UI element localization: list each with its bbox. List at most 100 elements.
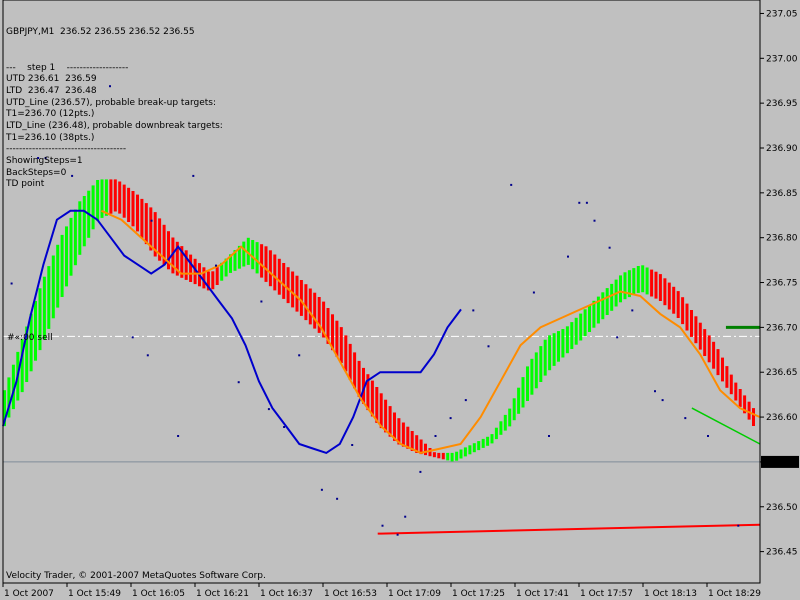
x-tick-label: 1 Oct 16:53 bbox=[324, 589, 377, 599]
candle-bar bbox=[104, 179, 108, 216]
candle-bar bbox=[131, 191, 135, 227]
candle-bar bbox=[122, 184, 126, 218]
candle-bar bbox=[539, 346, 543, 382]
candle-bar bbox=[299, 280, 303, 316]
info-line: LTD 236.47 236.48 bbox=[6, 85, 97, 96]
candle-bar bbox=[206, 271, 210, 291]
y-tick-label: 236.80 bbox=[766, 234, 798, 244]
y-tick-label: 236.70 bbox=[766, 323, 798, 333]
candle-bar bbox=[175, 241, 179, 276]
td-dot bbox=[707, 435, 709, 437]
candle-bar bbox=[729, 374, 733, 395]
candle-bar bbox=[91, 185, 95, 230]
td-dot bbox=[109, 85, 111, 88]
candle-bar bbox=[526, 366, 529, 401]
candle-bar bbox=[224, 258, 228, 277]
candle-bar bbox=[645, 267, 649, 295]
candle-bar bbox=[100, 179, 104, 218]
y-tick-label: 236.85 bbox=[766, 189, 798, 199]
candle-bar bbox=[291, 271, 295, 308]
candle-bar bbox=[570, 322, 574, 349]
candle-bar bbox=[242, 241, 246, 267]
candle-bar bbox=[366, 374, 370, 411]
plot-frame bbox=[2, 0, 761, 584]
candle-bar bbox=[264, 246, 268, 282]
candle-bar bbox=[437, 452, 441, 459]
candle-bar bbox=[468, 445, 472, 455]
candle-bar bbox=[654, 271, 658, 299]
candle-bar bbox=[663, 278, 667, 306]
candle-bar bbox=[233, 250, 237, 271]
candle-bar bbox=[499, 421, 503, 435]
x-tick-label: 1 Oct 18:29 bbox=[708, 589, 761, 599]
candle-bar bbox=[78, 201, 82, 255]
candle-bar bbox=[548, 335, 552, 371]
candle-bar bbox=[388, 406, 392, 437]
candle-bar bbox=[592, 300, 596, 328]
candle-bar bbox=[375, 387, 379, 423]
candle-bar bbox=[743, 395, 747, 414]
candle-bar bbox=[3, 390, 6, 427]
candle-bar bbox=[503, 414, 507, 431]
candle-bar bbox=[162, 224, 166, 265]
candle-bar bbox=[317, 297, 321, 333]
candle-bar bbox=[189, 254, 193, 282]
td-dot bbox=[616, 336, 619, 339]
info-line: UTD_Line (236.57), probable break-up tar… bbox=[6, 97, 217, 108]
candle-bar bbox=[322, 301, 326, 338]
td-dot bbox=[585, 201, 588, 204]
td-dot bbox=[131, 336, 134, 339]
candle-bar bbox=[721, 357, 724, 382]
candle-bar bbox=[428, 448, 432, 457]
td-dot bbox=[298, 354, 301, 357]
candle-bar bbox=[738, 389, 742, 407]
utd-trendline bbox=[691, 407, 761, 445]
candle-bar bbox=[490, 434, 494, 444]
candle-bar bbox=[517, 387, 521, 414]
candle-bar bbox=[127, 187, 131, 222]
candle-bar bbox=[619, 275, 622, 303]
candle-bar bbox=[636, 266, 640, 293]
candle-bar bbox=[424, 443, 427, 456]
candle-bar bbox=[481, 438, 485, 448]
candle-bar bbox=[335, 320, 339, 357]
candle-bar bbox=[707, 335, 711, 363]
candle-bar bbox=[610, 283, 614, 311]
candle-bar bbox=[508, 408, 512, 427]
candle-bar bbox=[486, 436, 490, 446]
candle-bar bbox=[694, 316, 698, 344]
td-dot bbox=[487, 345, 490, 348]
candle-bar bbox=[308, 288, 312, 325]
symbol-header: GBPJPY,M1 236.52 236.55 236.52 236.55 bbox=[6, 27, 195, 38]
candle-bar bbox=[579, 313, 583, 341]
info-line: T1=236.70 (12pts.) bbox=[6, 109, 95, 120]
td-dot bbox=[283, 426, 286, 428]
candle-bar bbox=[543, 339, 547, 376]
candle-bar bbox=[605, 288, 609, 315]
info-line: BackSteps=0 bbox=[6, 167, 67, 178]
candle-bar bbox=[574, 317, 578, 345]
td-dot bbox=[654, 390, 656, 393]
blue-ma-line bbox=[2, 209, 462, 455]
candle-bar bbox=[561, 329, 565, 358]
y-tick-label: 236.45 bbox=[766, 548, 798, 558]
candle-bar bbox=[348, 343, 352, 380]
candle-bar bbox=[557, 331, 560, 362]
y-tick-label: 236.95 bbox=[766, 99, 798, 109]
candle-bar bbox=[158, 218, 162, 261]
candle-bar bbox=[260, 244, 264, 278]
candle-bar bbox=[521, 377, 525, 408]
candle-bar bbox=[220, 262, 224, 281]
td-dot bbox=[593, 219, 596, 222]
td-dot bbox=[320, 488, 323, 491]
candle-bar bbox=[60, 234, 64, 297]
info-line: --- step 1 ------------------- bbox=[6, 62, 129, 73]
info-line: UTD 236.61 236.59 bbox=[6, 74, 97, 85]
candle-bar bbox=[144, 203, 148, 245]
y-tick-label: 236.60 bbox=[766, 413, 798, 423]
td-dot bbox=[567, 255, 569, 258]
td-dot bbox=[37, 157, 40, 159]
candle-bar bbox=[463, 447, 467, 457]
